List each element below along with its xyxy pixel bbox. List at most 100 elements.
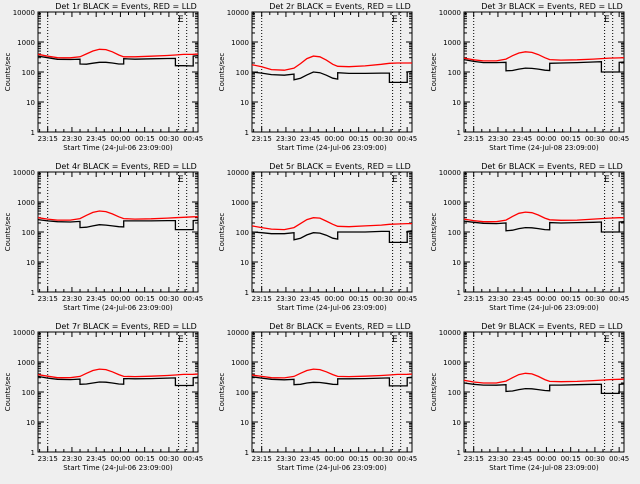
y-tick-label: 1 [31,289,35,297]
x-tick-label: 00:30 [585,135,605,143]
y-axis-label: Counts/sec [4,373,12,412]
x-tick-label: 00:45 [183,455,203,463]
x-tick-label: 00:15 [135,295,155,303]
lld-series-line [37,210,198,221]
x-tick-label: 00:30 [159,135,179,143]
x-tick-label: 00:15 [135,135,155,143]
panel-title: Det 7r BLACK = Events, RED = LLD [55,322,197,331]
x-tick-label: 23:45 [300,135,320,143]
y-tick-label: 1000 [443,359,461,367]
detector-panel: 1 10 100 1000 10000 23:15 23:30 23:45 00:00 00:15… [4,162,203,312]
y-tick-label: 1000 [17,39,35,47]
y-tick-label: 10000 [439,169,461,177]
x-tick-label: 23:30 [62,295,82,303]
y-tick-label: 10000 [227,169,249,177]
x-tick-label: 00:15 [135,455,155,463]
x-tick-label: 00:45 [397,135,417,143]
events-series-line [463,220,625,233]
x-tick-label: 00:45 [609,295,629,303]
x-axis-label: Start Time (24-Jul-06 23:09:00) [63,464,173,472]
x-axis-label: Start Time (24-Jul-06 23:09:00) [63,304,173,312]
panel-title: Det 9r BLACK = Events, RED = LLD [481,322,623,331]
x-tick-label: 00:30 [159,455,179,463]
x-axis-label: Start Time (24-Jul-08 23:09:00) [489,144,599,152]
y-tick-label: 100 [22,69,35,77]
x-tick-label: 00:45 [609,135,629,143]
x-tick-label: 23:15 [464,295,484,303]
x-axis-label: Start Time (24-Jul-06 23:09:00) [277,304,387,312]
y-tick-label: 100 [236,229,249,237]
corner-mark: E [604,15,610,25]
y-tick-label: 10000 [439,329,461,337]
corner-mark: E [392,335,398,345]
panel-title: Det 8r BLACK = Events, RED = LLD [269,322,411,331]
y-axis-label: Counts/sec [4,213,12,252]
lld-series-line [37,48,199,59]
y-tick-label: 10 [452,419,461,427]
y-tick-label: 100 [22,389,35,397]
plot-frame [251,331,413,453]
y-axis-label: Counts/sec [4,53,12,92]
x-tick-label: 00:45 [183,135,203,143]
y-tick-label: 1000 [231,359,249,367]
x-tick-label: 00:00 [536,135,556,143]
x-tick-label: 00:30 [585,295,605,303]
y-tick-label: 100 [448,69,461,77]
y-axis-label: Counts/sec [430,213,438,252]
x-tick-label: 23:30 [488,135,508,143]
y-tick-label: 10 [26,259,35,267]
x-tick-label: 23:15 [252,135,272,143]
x-tick-label: 23:45 [86,295,106,303]
y-tick-label: 1000 [231,39,249,47]
x-tick-label: 00:30 [373,455,393,463]
detector-panel: 1 10 100 1000 10000 23:15 23:30 23:45 00:00 00:15… [218,2,417,152]
corner-mark: E [392,175,398,185]
panel-title: Det 2r BLACK = Events, RED = LLD [269,2,411,11]
detector-panel: 1 10 100 1000 10000 23:15 23:30 23:45 00:00 00:15… [430,2,629,152]
y-tick-label: 10 [26,99,35,107]
y-tick-label: 100 [448,389,461,397]
detector-panel: 1 10 100 1000 10000 23:15 23:30 23:45 00:00 00:15… [218,322,417,472]
y-tick-label: 100 [236,69,249,77]
lld-series-line [251,368,413,379]
x-tick-label: 23:30 [62,135,82,143]
events-series-line [37,55,199,67]
x-tick-label: 23:30 [276,135,296,143]
x-tick-label: 23:15 [464,455,484,463]
plot-frame [37,171,199,293]
x-tick-label: 00:30 [373,295,393,303]
corner-mark: E [604,335,610,345]
x-tick-label: 00:30 [585,455,605,463]
x-tick-label: 00:15 [349,135,369,143]
x-tick-label: 23:30 [488,295,508,303]
x-tick-label: 23:15 [252,295,272,303]
y-tick-label: 10000 [227,329,249,337]
events-series-line [37,218,199,231]
y-tick-label: 10000 [13,169,35,177]
y-tick-label: 10 [240,99,249,107]
y-tick-label: 1 [31,129,35,137]
x-tick-label: 00:15 [561,135,581,143]
x-tick-label: 23:15 [38,455,58,463]
x-tick-label: 23:30 [276,295,296,303]
y-tick-label: 10000 [13,329,35,337]
y-axis-label: Counts/sec [218,53,226,92]
x-tick-label: 00:15 [349,455,369,463]
events-series-line [463,382,625,395]
y-tick-label: 1 [245,129,249,137]
x-tick-label: 00:00 [536,455,556,463]
x-tick-label: 00:45 [397,455,417,463]
x-tick-label: 00:00 [110,135,130,143]
x-tick-label: 00:00 [324,295,344,303]
lld-series-line [251,217,412,231]
y-tick-label: 10 [240,259,249,267]
x-tick-label: 00:00 [110,295,130,303]
lld-series-line [463,211,624,223]
x-tick-label: 23:45 [512,135,532,143]
corner-mark: E [178,175,184,185]
x-tick-label: 00:45 [609,455,629,463]
x-axis-label: Start Time (24-Jul-06 23:09:00) [63,144,173,152]
x-tick-label: 00:45 [397,295,417,303]
y-tick-label: 100 [448,229,461,237]
